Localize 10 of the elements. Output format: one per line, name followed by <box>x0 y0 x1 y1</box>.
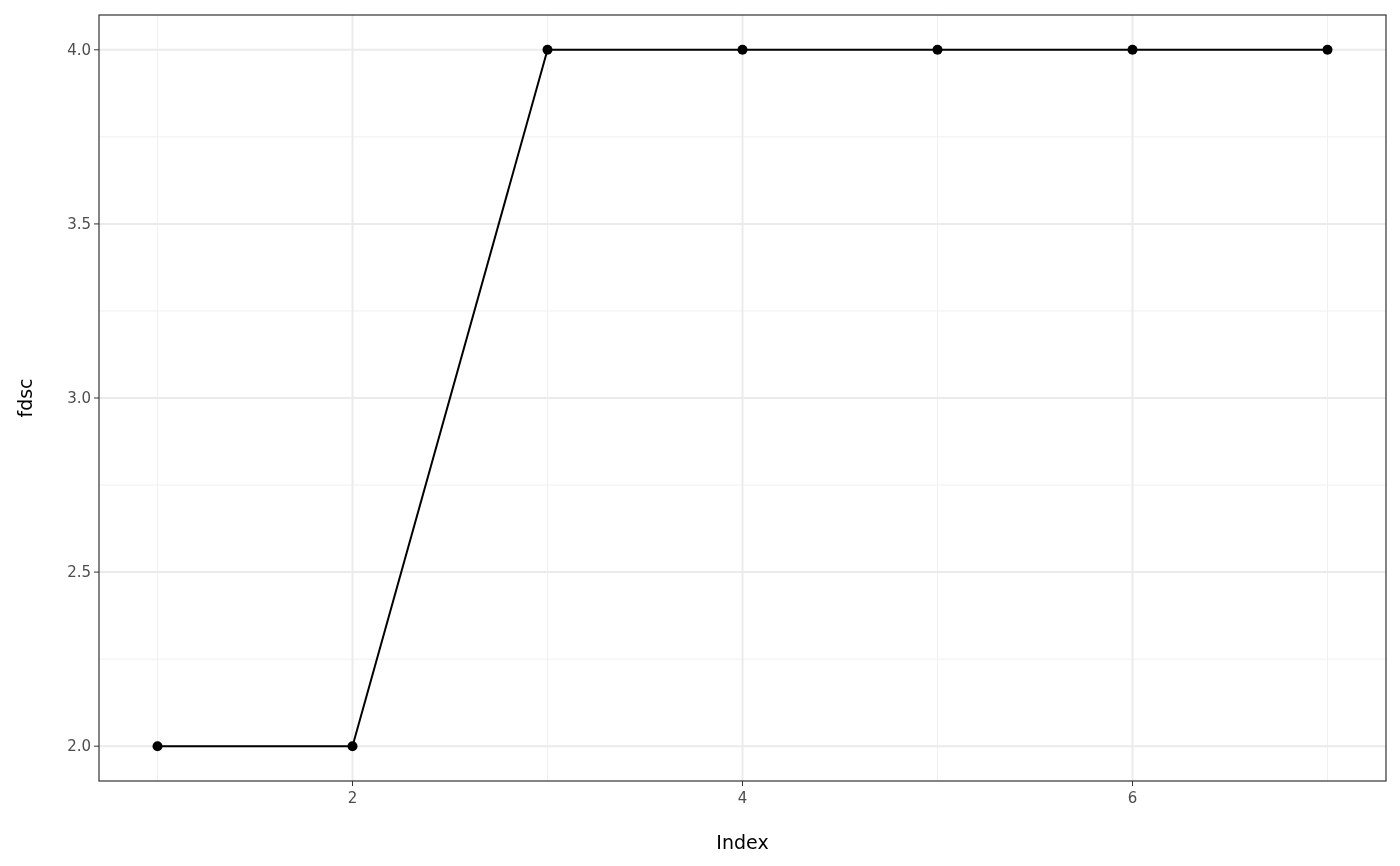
y-tick-label: 2.0 <box>67 737 91 756</box>
x-axis-title: Index <box>716 831 769 853</box>
y-axis-title: fdsc <box>14 378 36 418</box>
x-tick-label: 6 <box>1127 789 1138 807</box>
y-tick-label: 4.0 <box>67 41 91 60</box>
x-tick-label: 4 <box>737 789 748 807</box>
y-tick-label: 3.0 <box>67 389 91 408</box>
y-tick-label: 3.5 <box>67 215 91 234</box>
x-tick-label: 2 <box>347 789 358 807</box>
y-tick-label: 2.5 <box>67 563 91 582</box>
